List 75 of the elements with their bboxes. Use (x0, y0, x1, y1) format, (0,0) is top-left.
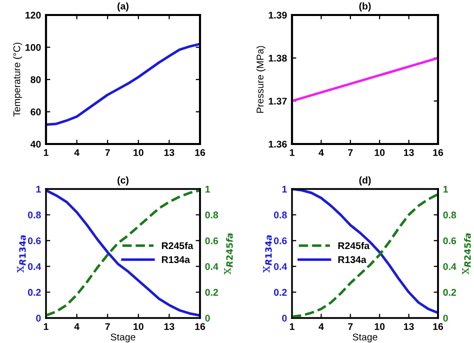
y2-tick-label: 0 (443, 314, 448, 322)
x-axis-title: Stage (110, 334, 136, 342)
x-tick-label: 7 (105, 323, 110, 330)
legend-label: R245fa (162, 242, 194, 250)
y2-tick-label: 0.2 (443, 288, 456, 296)
y-tick-label: 1.39 (268, 12, 287, 19)
x-tick-label: 1 (44, 323, 48, 330)
y2-axis-title: x$_{R245fa}$ (462, 233, 471, 274)
y-tick-label: 80 (30, 76, 41, 84)
line-series (46, 42, 200, 126)
chart-title: (b) (359, 2, 371, 12)
x-tick-label: 13 (404, 149, 414, 156)
y-tick-label: 0 (282, 314, 287, 322)
legend-label: R134a (338, 256, 366, 264)
x-tick-label: 1 (290, 323, 294, 330)
x-tick-label: 4 (318, 323, 324, 330)
y2-tick-label: 0.4 (443, 263, 456, 270)
y-tick-label: 0.4 (28, 263, 42, 270)
y2-tick-label: 0.8 (443, 212, 456, 218)
x-tick-label: 10 (134, 323, 144, 330)
x-tick-label: 10 (374, 149, 385, 156)
y-tick-label: 0.6 (274, 237, 287, 244)
x-tick-label: 10 (374, 323, 385, 330)
y-tick-label: 1 (282, 186, 287, 193)
x-tick-label: 7 (105, 149, 110, 156)
chart-title: (d) (359, 176, 371, 186)
y-axis-title: x$_{R134a}$ (17, 235, 26, 273)
y-axis-title: Temperature (°C) (13, 42, 22, 117)
x-tick-label: 13 (164, 323, 174, 330)
x-tick-label: 7 (348, 149, 353, 156)
y-tick-label: 0.8 (274, 212, 287, 218)
y2-tick-label: 0.4 (205, 263, 218, 270)
y-tick-label: 1.37 (268, 98, 287, 105)
x-tick-label: 16 (195, 149, 206, 156)
x-tick-label: 10 (134, 149, 144, 156)
legend-label: R245fa (338, 242, 370, 250)
y-tick-label: 40 (30, 140, 41, 148)
x-tick-label: 13 (164, 149, 174, 156)
y-tick-label: 0.2 (28, 288, 41, 296)
y2-axis-title: x$_{R245fa}$ (224, 233, 233, 274)
y-tick-label: 0.8 (28, 212, 41, 218)
y-tick-label: 0.4 (274, 263, 288, 270)
y2-tick-label: 0.6 (443, 237, 456, 244)
y-tick-label: 0 (36, 314, 41, 322)
y-tick-label: 0.6 (28, 237, 41, 244)
x-tick-label: 4 (74, 323, 80, 330)
y-tick-label: 1.36 (268, 140, 287, 148)
x-tick-label: 16 (195, 323, 206, 330)
x-tick-label: 4 (318, 149, 324, 156)
y-tick-label: 100 (26, 44, 41, 51)
y2-tick-label: 0.8 (205, 212, 218, 218)
x-tick-label: 7 (348, 323, 353, 330)
x-tick-label: 1 (44, 149, 48, 156)
x-axis-title: Stage (352, 334, 378, 342)
chart-title: (a) (118, 2, 128, 12)
legend-label: R134a (162, 256, 190, 264)
y2-tick-label: 0 (205, 314, 210, 322)
x-tick-label: 16 (433, 323, 444, 330)
y2-tick-label: 1 (443, 186, 448, 193)
y2-tick-label: 0.2 (205, 288, 218, 296)
y-tick-label: 0.2 (274, 288, 287, 296)
x-tick-label: 16 (433, 149, 444, 156)
x-tick-label: 1 (290, 149, 294, 156)
y2-tick-label: 0.6 (205, 237, 218, 244)
y-tick-label: 60 (30, 108, 41, 116)
line-series (46, 189, 200, 317)
y-tick-label: 1.38 (268, 54, 287, 62)
x-tick-label: 13 (404, 323, 414, 330)
y-axis-title: x$_{R134a}$ (263, 235, 272, 273)
y-axis-title: Pressure (MPa) (256, 46, 266, 113)
y-tick-label: 120 (26, 12, 41, 19)
x-tick-label: 4 (74, 149, 80, 156)
y-tick-label: 1 (36, 186, 41, 193)
y2-tick-label: 1 (205, 186, 210, 193)
chart-title: (c) (118, 176, 128, 186)
